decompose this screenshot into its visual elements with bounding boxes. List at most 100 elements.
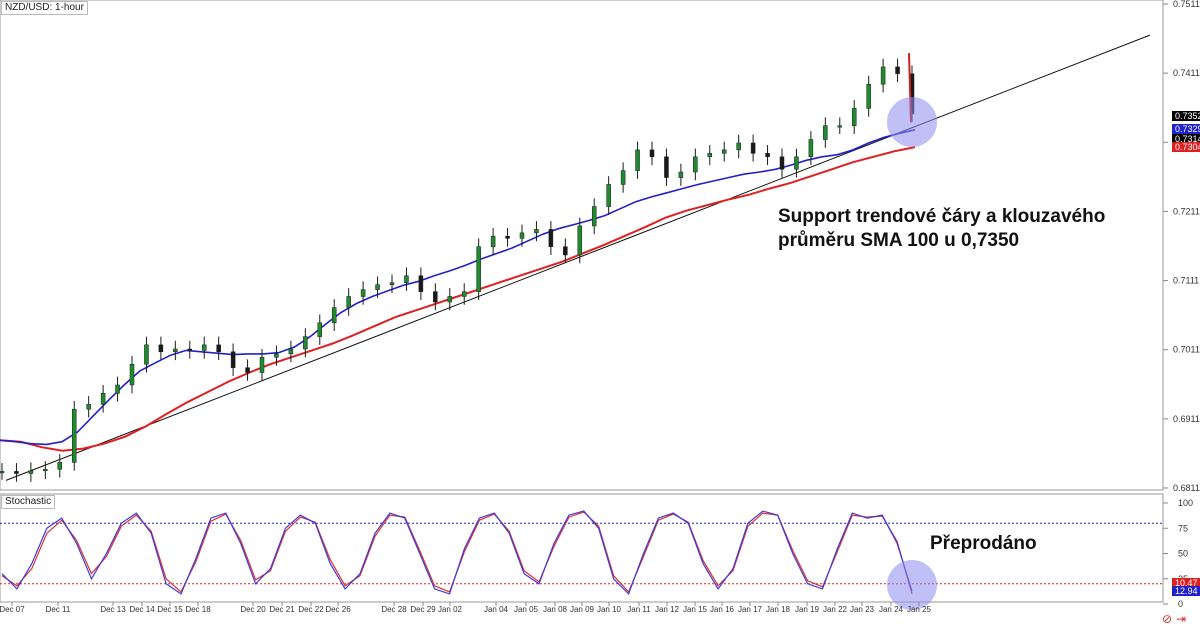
candle: [418, 275, 424, 292]
x-axis-label: Dec 21: [269, 605, 295, 614]
candle: [519, 232, 525, 239]
sma-100-line: [0, 129, 916, 446]
axes: 0.75110.74110.73110.72110.71110.70110.69…: [0, 0, 1200, 614]
candle: [28, 470, 34, 474]
stochastic-k-line: [1, 510, 913, 595]
price-tag-label: 0.7304: [1175, 142, 1200, 152]
candle: [794, 156, 799, 170]
annotation-oversold: Přeprodáno: [930, 533, 1037, 554]
price-axis-label: 0.7411: [1173, 68, 1200, 78]
x-axis-label: Jan 25: [907, 605, 932, 614]
price-axis-label: 0.6811: [1173, 483, 1200, 493]
candle: [86, 404, 91, 410]
candle: [461, 291, 467, 297]
candle: [288, 348, 294, 355]
goto-end-icon[interactable]: ⇥: [1175, 612, 1186, 626]
price-axis-label: 0.7011: [1173, 345, 1200, 355]
candle: [866, 83, 871, 109]
x-axis-label: Jan 08: [543, 605, 568, 614]
candle: [693, 156, 698, 173]
price-tag-label: 0.7352: [1175, 111, 1200, 121]
candle: [303, 336, 308, 350]
support-highlight-circle: [887, 97, 937, 147]
stochastic-axis-label: 100: [1178, 498, 1193, 508]
candle: [259, 357, 265, 373]
candle: [331, 307, 337, 323]
candle: [115, 384, 120, 394]
trendline: [5, 34, 1151, 481]
candle: [71, 408, 77, 463]
x-axis-label: Dec 20: [240, 605, 266, 614]
x-axis-label: Dec 22: [298, 605, 324, 614]
annotation-support: Support trendové čáry a klouzavého průmě…: [778, 206, 1106, 251]
candle: [808, 139, 814, 158]
chart-title: NZD/USD: 1-hour: [1, 1, 88, 15]
x-axis-label: Jan 23: [850, 605, 875, 614]
candle: [433, 291, 438, 303]
candle: [635, 149, 640, 171]
candle: [0, 471, 5, 474]
candle: [823, 125, 828, 140]
candle: [880, 66, 886, 85]
chart-tools[interactable]: ⊘ ⇥: [1162, 612, 1186, 626]
candle: [476, 246, 481, 292]
x-axis-label: Jan 09: [570, 605, 595, 614]
oversold-highlight-circle: [887, 560, 937, 610]
x-axis-label: Jan 04: [484, 605, 509, 614]
price-tag-label: 0.7314: [1175, 134, 1200, 144]
price-plot: [0, 34, 1151, 482]
x-axis-label: Dec 18: [185, 605, 211, 614]
stochastic-tag-label: 12.94: [1175, 586, 1198, 596]
sma-200-line: [0, 146, 916, 452]
x-axis-label: Jan 16: [710, 605, 735, 614]
price-tag-label: 0.7329: [1175, 124, 1200, 134]
candle: [173, 348, 178, 353]
x-axis-label: Jan 24: [879, 605, 904, 614]
x-axis-label: Jan 10: [597, 605, 622, 614]
price-axis-label: 0.6911: [1173, 414, 1200, 424]
price-tag: [1172, 142, 1200, 152]
candle: [100, 393, 106, 405]
x-axis-label: Jan 18: [766, 605, 791, 614]
candle: [230, 351, 236, 368]
candle: [664, 156, 669, 178]
candle: [649, 149, 655, 158]
candle: [895, 66, 900, 75]
candle: [606, 184, 611, 207]
candle: [158, 344, 164, 353]
candle: [534, 229, 539, 234]
price-axis-label: 0.7511: [1173, 0, 1200, 9]
x-axis-label: Jan 22: [823, 605, 848, 614]
candle: [201, 344, 207, 351]
candle: [765, 153, 770, 158]
candle: [721, 149, 727, 154]
x-axis-label: Dec 26: [325, 605, 351, 614]
candle: [14, 471, 19, 474]
x-axis-label: Dec 14: [129, 605, 155, 614]
candle: [360, 289, 366, 297]
stochastic-tag-label: 10.47: [1175, 578, 1198, 588]
price-tag: [1172, 111, 1200, 121]
candle: [129, 363, 135, 386]
candle: [389, 282, 395, 285]
candle: [404, 275, 409, 283]
candle: [187, 348, 193, 351]
candle: [750, 142, 756, 154]
stochastic-title: Stochastic: [1, 495, 56, 509]
candle: [57, 462, 63, 470]
candle: [707, 153, 713, 158]
price-axis-label: 0.7211: [1173, 206, 1200, 216]
link-icon[interactable]: ⊘: [1162, 612, 1173, 626]
stochastic-axis-label: 75: [1178, 523, 1188, 533]
stochastic-axis-label: 0: [1178, 599, 1183, 609]
x-axis-label: Jan 12: [655, 605, 680, 614]
price-axis-label: 0.7111: [1173, 276, 1199, 286]
candle: [144, 344, 149, 365]
x-axis-label: Dec 13: [100, 605, 126, 614]
candle: [837, 125, 843, 128]
x-axis-label: Jan 15: [683, 605, 708, 614]
stochastic-tag: [1172, 586, 1200, 596]
candle: [563, 246, 568, 256]
